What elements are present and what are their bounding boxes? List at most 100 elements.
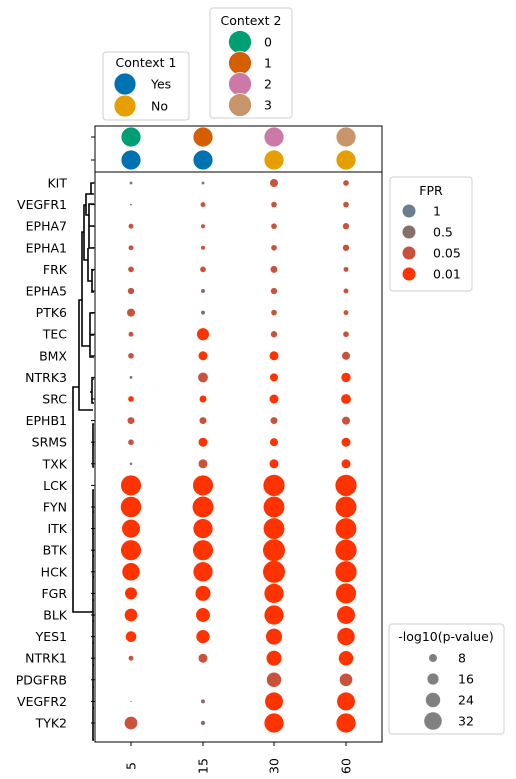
- gene-label: LCK: [43, 478, 68, 493]
- dot-epha1-60: [342, 244, 350, 251]
- fpr-legend-label: 0.05: [433, 246, 461, 261]
- context-annotation-panel: [120, 126, 357, 171]
- context2-marker: [335, 126, 357, 148]
- gene-label: TXK: [42, 456, 68, 471]
- context1-marker: [192, 149, 214, 171]
- context1-marker: [263, 149, 285, 171]
- dot-txk-30: [269, 459, 279, 469]
- context2-legend-label: 0: [264, 35, 272, 50]
- dot-tyk2-15: [200, 720, 206, 726]
- context1-marker: [120, 149, 142, 171]
- dot-epha7-5: [128, 223, 134, 229]
- fpr-legend-marker: [402, 246, 416, 260]
- fpr-legend-title: FPR: [419, 183, 443, 198]
- dot-vegfr1-15: [200, 202, 206, 208]
- context2-marker: [120, 126, 142, 148]
- context2-legend-label: 1: [264, 56, 272, 71]
- dot-itk-15: [193, 518, 213, 539]
- gene-label: TEC: [42, 327, 68, 342]
- dot-btk-30: [263, 539, 285, 562]
- size-legend-label: 24: [458, 693, 474, 708]
- dot-tyk2-5: [124, 716, 138, 730]
- context2-legend-marker: [228, 93, 252, 117]
- dot-blk-60: [337, 606, 355, 624]
- dendrogram: [72, 182, 94, 741]
- size-legend-marker: [424, 712, 442, 730]
- dot-epha7-60: [342, 223, 350, 230]
- dot-blk-30: [264, 605, 284, 625]
- dot-hck-5: [122, 563, 140, 581]
- dot-vegfr2-5: [130, 700, 132, 703]
- dot-ephb1-60: [341, 416, 351, 425]
- context2-marker: [192, 126, 214, 148]
- gene-label: KIT: [47, 176, 67, 191]
- dot-tyk2-60: [336, 713, 356, 733]
- dot-vegfr2-15: [200, 699, 206, 704]
- dot-epha5-5: [127, 287, 135, 295]
- dot-frk-15: [200, 266, 206, 273]
- context2-legend-title: Context 2: [221, 13, 282, 28]
- dot-fyn-60: [335, 496, 357, 518]
- dot-yes1-30: [265, 628, 283, 645]
- gene-label: EPHA5: [26, 284, 67, 299]
- fpr-legend-marker: [402, 225, 416, 239]
- dot-tyk2-30: [264, 713, 284, 733]
- dot-txk-15: [198, 459, 208, 469]
- size-legend-label: 16: [458, 672, 474, 687]
- dot-bmx-5: [128, 352, 134, 359]
- dot-epha1-5: [128, 245, 134, 251]
- dot-vegfr1-30: [271, 201, 277, 208]
- fpr-legend-marker: [402, 204, 416, 218]
- dot-src-60: [341, 394, 351, 404]
- dot-lck-30: [263, 474, 285, 497]
- dot-vegfr1-5: [130, 203, 132, 206]
- dot-pdgfrb-60: [339, 673, 353, 687]
- time-label: 15: [196, 758, 211, 774]
- gene-label: FYN: [43, 500, 67, 515]
- gene-label: HCK: [41, 564, 68, 579]
- main-plot-frame: [94, 171, 383, 743]
- size-legend: -log10(p-value) 8 16 24 32: [388, 623, 505, 735]
- dot-itk-5: [122, 519, 140, 538]
- dot-tec-60: [343, 331, 349, 338]
- dot-btk-5: [120, 540, 142, 561]
- dot-vegfr2-60: [337, 692, 355, 711]
- dot-txk-5: [129, 462, 133, 466]
- context1-legend-marker: [113, 94, 137, 118]
- dot-epha5-15: [200, 288, 206, 294]
- dot-fgr-30: [264, 583, 284, 604]
- dot-kit-15: [201, 181, 205, 185]
- gene-label: NTRK1: [25, 651, 67, 666]
- dot-bmx-15: [198, 351, 208, 361]
- context1-legend-label: No: [151, 99, 168, 114]
- gene-label: BMX: [39, 348, 67, 363]
- context2-legend-label: 3: [264, 98, 272, 113]
- gene-axis: KIT VEGFR1 EPHA7 EPHA1 FRK EPHA5 PTK6 TEC BMX NTR…: [16, 176, 95, 731]
- time-axis: 5 15 30 60: [124, 742, 354, 774]
- dot-ntrk3-15: [198, 372, 208, 383]
- dot-frk-60: [343, 266, 349, 272]
- dot-ntrk3-5: [129, 375, 133, 379]
- dot-ntrk1-30: [266, 650, 282, 666]
- size-legend-label: 8: [458, 651, 466, 666]
- context2-legend-label: 2: [264, 77, 272, 92]
- fpr-legend-marker: [402, 267, 416, 281]
- dot-srms-15: [198, 437, 208, 447]
- dot-blk-5: [124, 608, 138, 622]
- dot-srms-60: [341, 437, 351, 447]
- context2-legend-marker: [228, 30, 252, 54]
- fpr-legend-label: 0.01: [433, 267, 461, 282]
- dot-srms-5: [128, 439, 134, 446]
- dot-fgr-15: [195, 585, 211, 601]
- dot-bmx-60: [341, 351, 351, 360]
- dot-tec-5: [128, 331, 134, 337]
- gene-label: EPHB1: [26, 413, 67, 428]
- dot-itk-30: [263, 518, 285, 540]
- dot-srms-30: [269, 438, 279, 447]
- dot-lck-60: [335, 474, 357, 497]
- dot-ptk6-60: [343, 310, 349, 316]
- dot-epha1-30: [271, 244, 277, 251]
- dot-btk-60: [335, 539, 357, 561]
- dot-itk-60: [335, 518, 357, 540]
- dot-ptk6-30: [271, 309, 277, 316]
